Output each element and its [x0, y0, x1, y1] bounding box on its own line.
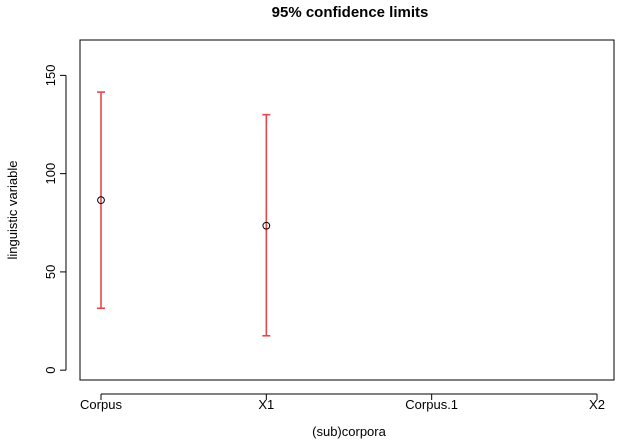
y-axis-label: linguistic variable	[5, 161, 20, 260]
chart-title: 95% confidence limits	[272, 4, 429, 21]
x-tick-label: X1	[258, 397, 274, 412]
x-tick-label: X2	[589, 397, 605, 412]
x-axis: Corpus X1 Corpus.1 X2	[80, 393, 605, 412]
x-tick-label: Corpus.1	[405, 397, 458, 412]
y-tick-label: 100	[43, 163, 58, 185]
y-tick-label: 150	[43, 65, 58, 87]
plot-area-frame	[79, 39, 615, 381]
y-tick-label: 0	[43, 367, 58, 374]
y-tick-label: 50	[43, 265, 58, 279]
y-axis: 0 50 100 150	[43, 65, 67, 374]
error-bar-group	[262, 113, 271, 337]
mean-point	[97, 196, 105, 205]
data-series	[97, 91, 271, 337]
mean-point	[262, 221, 271, 230]
error-bar-group	[97, 91, 105, 310]
x-axis-label: (sub)corpora	[312, 424, 386, 439]
x-tick-label: Corpus	[80, 397, 122, 412]
